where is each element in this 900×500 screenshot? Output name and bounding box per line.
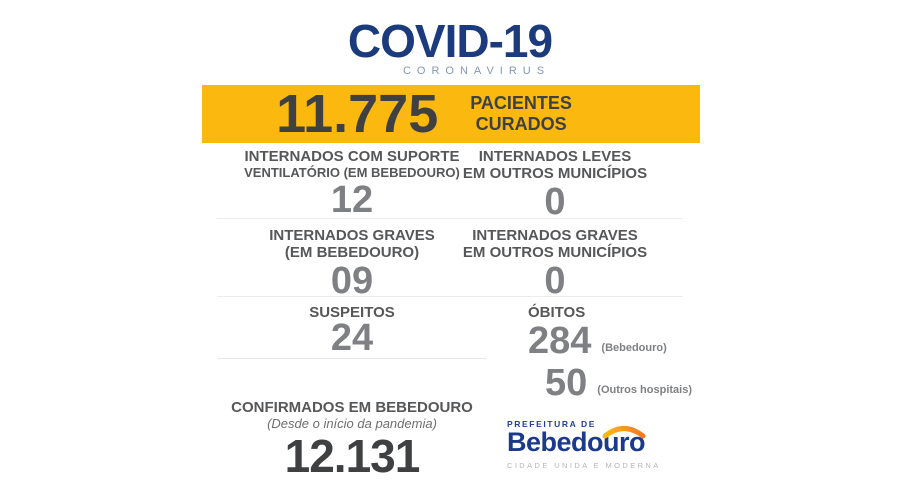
- stat-label: INTERNADOS GRAVES: [269, 227, 435, 244]
- bebedouro-wordmark: Bebedouro: [507, 427, 646, 457]
- coronavirus-subtitle: CORONAVIRUS: [402, 65, 551, 77]
- stat-confirmed: CONFIRMADOS EM BEBEDOURO (Desde o início…: [217, 399, 487, 480]
- stat-label: INTERNADOS GRAVES: [472, 227, 638, 244]
- city-tagline: CIDADE UNIDA E MODERNA: [507, 461, 661, 470]
- prefeitura-label: PREFEITURA DE: [507, 419, 596, 429]
- deaths-bebedouro-value: 284: [528, 320, 592, 362]
- stat-sublabel: EM OUTROS MUNICÍPIOS: [462, 244, 648, 261]
- stats-row-suspects-deaths: SUSPEITOS 24 ÓBITOS 284 (Bebedouro) 50 (…: [217, 297, 692, 403]
- cured-label-line1: PACIENTES: [470, 93, 572, 114]
- covid19-logo: COVID-19 CORONAVIRUS: [0, 18, 900, 79]
- stats-row-hospitalized: INTERNADOS COM SUPORTE VENTILATÓRIO (EM …: [217, 148, 683, 222]
- stats-grid: INTERNADOS COM SUPORTE VENTILATÓRIO (EM …: [217, 148, 692, 500]
- stat-severe-bebedouro: INTERNADOS GRAVES (EM BEBEDOURO) 09: [217, 227, 487, 301]
- deaths-other-hospitals-value: 50: [545, 362, 588, 404]
- stat-value: 24: [330, 317, 374, 359]
- stat-value: 12: [330, 179, 374, 221]
- bebedouro-city-logo: PREFEITURA DE Bebedouro CIDADE UNIDA E M…: [507, 419, 659, 471]
- cured-label: PACIENTES CURADOS: [470, 93, 572, 134]
- cured-count: 11.775: [276, 84, 439, 144]
- covid19-logo-title: COVID-19: [347, 15, 553, 67]
- stat-value: 0: [544, 181, 566, 223]
- stat-sublabel: EM OUTROS MUNICÍPIOS: [462, 165, 648, 182]
- stat-label: CONFIRMADOS EM BEBEDOURO: [231, 399, 473, 416]
- cured-patients-banner: 11.775 PACIENTES CURADOS: [202, 85, 700, 143]
- cured-label-line2: CURADOS: [475, 114, 567, 134]
- stat-deaths: ÓBITOS 284 (Bebedouro) 50 (Outros hospit…: [450, 304, 692, 404]
- stats-row-confirmed: CONFIRMADOS EM BEBEDOURO (Desde o início…: [217, 394, 683, 500]
- deaths-other-hospitals-note: (Outros hospitais): [597, 384, 693, 396]
- stats-row-severe: INTERNADOS GRAVES (EM BEBEDOURO) 09 INTE…: [217, 219, 683, 301]
- stat-suspects: SUSPEITOS 24: [217, 304, 487, 359]
- stat-sublabel: (Desde o início da pandemia): [267, 416, 437, 431]
- stat-value: 09: [330, 260, 374, 302]
- divider: [217, 296, 683, 297]
- deaths-bebedouro-note: (Bebedouro): [601, 342, 667, 354]
- deaths-other-hospitals-line: 50 (Outros hospitais): [528, 362, 692, 404]
- divider: [217, 218, 683, 219]
- stat-mild-other-cities: INTERNADOS LEVES EM OUTROS MUNICÍPIOS 0: [450, 148, 660, 222]
- orange-arc-icon: [602, 422, 646, 448]
- stat-severe-other-cities: INTERNADOS GRAVES EM OUTROS MUNICÍPIOS 0: [450, 227, 660, 301]
- stat-ventilator-support: INTERNADOS COM SUPORTE VENTILATÓRIO (EM …: [217, 148, 487, 220]
- stat-label: INTERNADOS LEVES: [478, 148, 632, 165]
- stat-label: INTERNADOS COM SUPORTE: [244, 148, 460, 165]
- stat-value: 12.131: [284, 430, 421, 482]
- deaths-bebedouro-line: 284 (Bebedouro): [528, 321, 683, 361]
- stat-sublabel: VENTILATÓRIO (EM BEBEDOURO): [244, 165, 460, 180]
- stat-value: 0: [544, 260, 566, 302]
- stat-sublabel: (EM BEBEDOURO): [284, 244, 420, 261]
- divider: [218, 358, 486, 359]
- stat-label: SUSPEITOS: [309, 304, 395, 321]
- stat-label: ÓBITOS: [528, 304, 586, 321]
